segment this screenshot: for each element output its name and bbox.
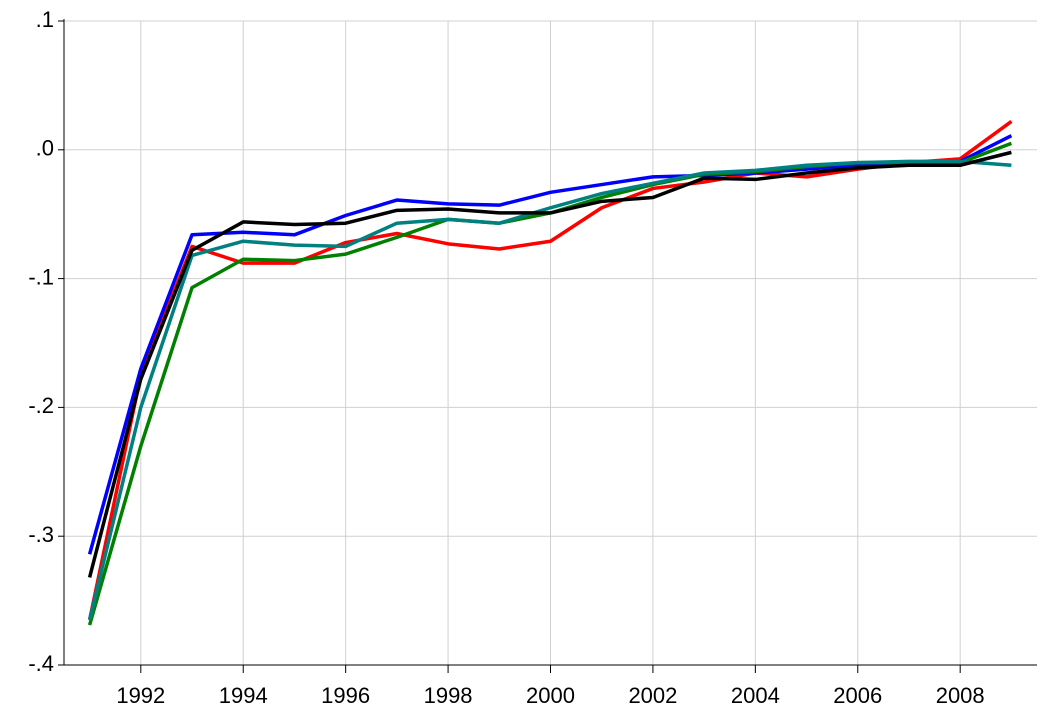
y-tick-label: -.4: [28, 651, 54, 676]
y-tick-label: .1: [36, 7, 54, 32]
x-tick-label: 2006: [833, 683, 882, 708]
x-tick-label: 1996: [321, 683, 370, 708]
x-tick-label: 2004: [731, 683, 780, 708]
series-line: [87, 150, 1012, 578]
series-line: [87, 159, 1012, 621]
x-tick-label: 1998: [424, 683, 473, 708]
x-tick-label: 1992: [116, 683, 165, 708]
y-tick-label: -.1: [28, 264, 54, 289]
y-tick-label: .0: [36, 136, 54, 161]
x-tick-label: 2002: [628, 683, 677, 708]
x-tick-label: 2008: [936, 683, 985, 708]
y-tick-label: -.3: [28, 522, 54, 547]
x-tick-label: 2000: [526, 683, 575, 708]
y-tick-label: -.2: [28, 393, 54, 418]
x-tick-label: 1994: [219, 683, 268, 708]
series-line: [87, 134, 1013, 555]
